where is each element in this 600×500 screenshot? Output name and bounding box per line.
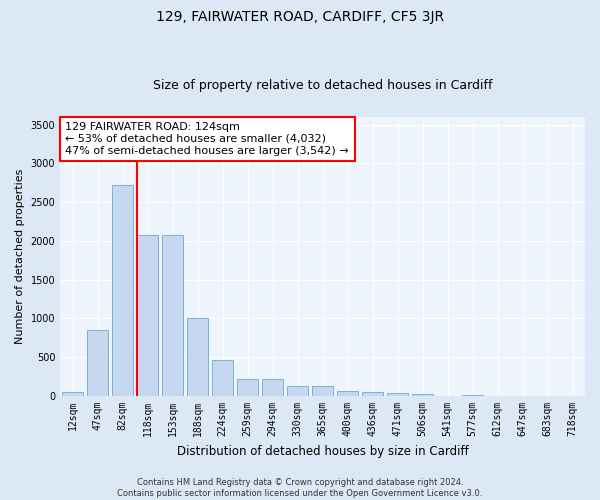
Bar [187,318,208,396]
Title: Size of property relative to detached houses in Cardiff: Size of property relative to detached ho… [153,79,493,92]
Bar [362,392,383,396]
Bar [337,391,358,396]
Bar [162,236,183,396]
X-axis label: Distribution of detached houses by size in Cardiff: Distribution of detached houses by size … [177,444,469,458]
Bar [312,386,333,396]
Bar [137,236,158,396]
Bar [412,394,433,396]
Bar [462,395,483,396]
Bar [262,379,283,396]
Text: Contains HM Land Registry data © Crown copyright and database right 2024.
Contai: Contains HM Land Registry data © Crown c… [118,478,482,498]
Bar [112,185,133,396]
Bar [387,392,408,396]
Text: 129, FAIRWATER ROAD, CARDIFF, CF5 3JR: 129, FAIRWATER ROAD, CARDIFF, CF5 3JR [156,10,444,24]
Bar [87,330,108,396]
Y-axis label: Number of detached properties: Number of detached properties [15,168,25,344]
Bar [287,386,308,396]
Text: 129 FAIRWATER ROAD: 124sqm
← 53% of detached houses are smaller (4,032)
47% of s: 129 FAIRWATER ROAD: 124sqm ← 53% of deta… [65,122,349,156]
Bar [62,392,83,396]
Bar [212,360,233,396]
Bar [237,378,258,396]
